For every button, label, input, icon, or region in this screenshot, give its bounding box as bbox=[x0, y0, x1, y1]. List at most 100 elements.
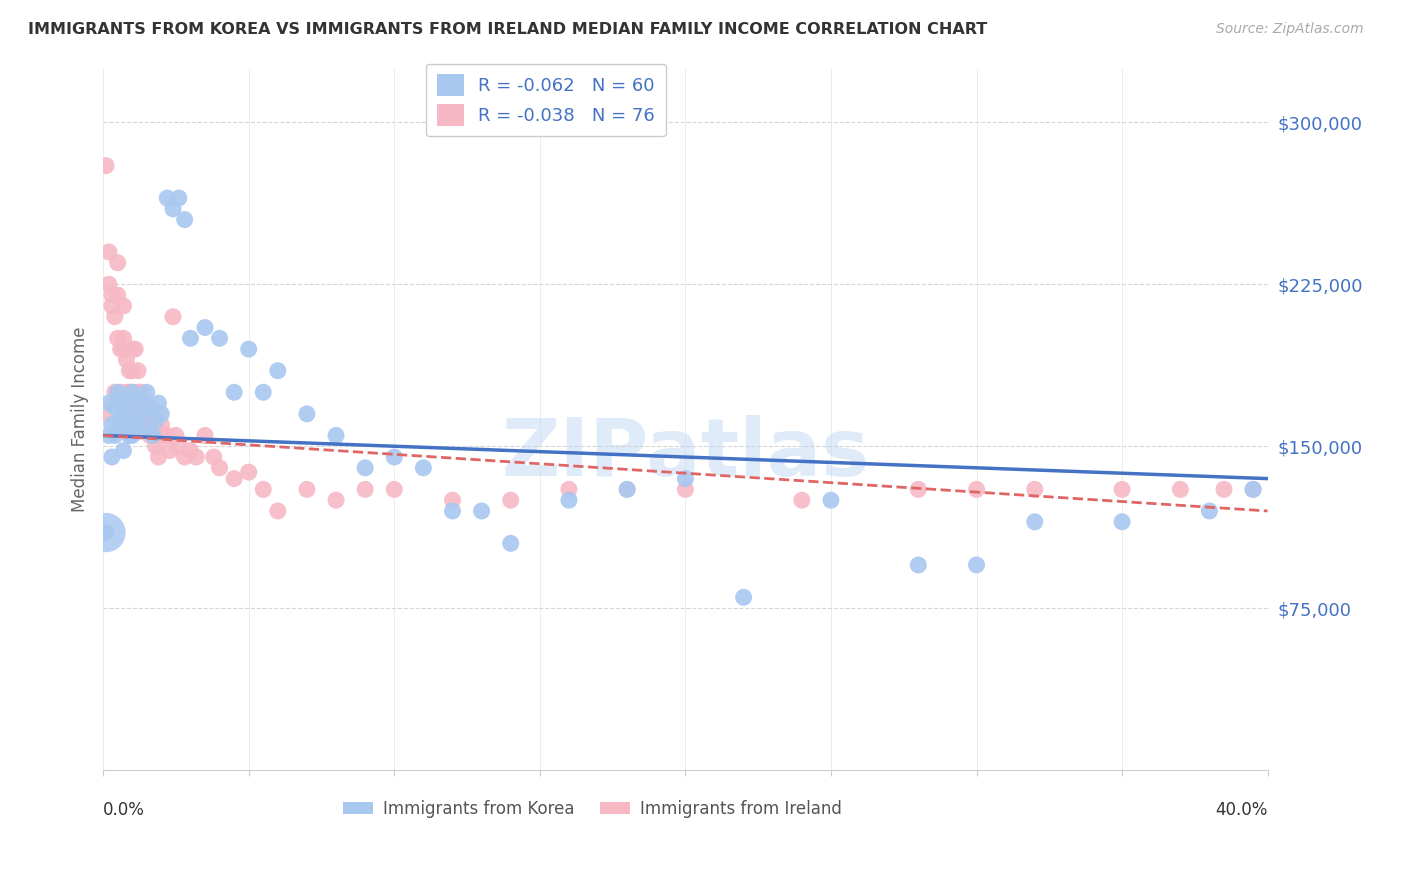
Point bbox=[208, 460, 231, 475]
Point bbox=[107, 422, 129, 436]
Point bbox=[616, 483, 638, 497]
Point bbox=[142, 428, 165, 442]
Point bbox=[616, 483, 638, 497]
Point bbox=[112, 443, 135, 458]
Point bbox=[121, 364, 143, 378]
Point bbox=[124, 417, 146, 432]
Point bbox=[129, 407, 152, 421]
Point bbox=[354, 460, 377, 475]
Point bbox=[94, 525, 117, 540]
Point bbox=[354, 483, 377, 497]
Point bbox=[1024, 515, 1046, 529]
Point bbox=[104, 401, 127, 415]
Point bbox=[1168, 483, 1191, 497]
Point bbox=[194, 428, 217, 442]
Point bbox=[97, 428, 120, 442]
Point bbox=[127, 392, 149, 406]
Point bbox=[127, 364, 149, 378]
Point bbox=[186, 450, 208, 464]
Point bbox=[97, 277, 120, 292]
Point bbox=[441, 493, 464, 508]
Point bbox=[820, 493, 842, 508]
Point bbox=[238, 342, 260, 356]
Point bbox=[115, 407, 138, 421]
Point bbox=[110, 342, 132, 356]
Point bbox=[135, 385, 157, 400]
Point bbox=[124, 342, 146, 356]
Point bbox=[267, 504, 290, 518]
Point bbox=[202, 450, 225, 464]
Point bbox=[162, 310, 184, 324]
Point bbox=[97, 244, 120, 259]
Point bbox=[790, 493, 813, 508]
Point bbox=[499, 493, 522, 508]
Point bbox=[135, 407, 157, 421]
Point bbox=[382, 450, 405, 464]
Point bbox=[150, 417, 173, 432]
Point bbox=[499, 536, 522, 550]
Point bbox=[382, 483, 405, 497]
Point bbox=[153, 428, 176, 442]
Point bbox=[179, 331, 201, 345]
Point bbox=[1213, 483, 1236, 497]
Point bbox=[118, 385, 141, 400]
Point bbox=[115, 385, 138, 400]
Point bbox=[107, 331, 129, 345]
Point bbox=[1111, 483, 1133, 497]
Point bbox=[112, 299, 135, 313]
Point bbox=[148, 450, 170, 464]
Point bbox=[252, 385, 274, 400]
Point bbox=[1241, 483, 1264, 497]
Point bbox=[471, 504, 494, 518]
Point bbox=[121, 385, 143, 400]
Point bbox=[138, 401, 160, 415]
Point bbox=[558, 483, 581, 497]
Point bbox=[194, 320, 217, 334]
Point bbox=[104, 385, 127, 400]
Point bbox=[118, 396, 141, 410]
Point bbox=[412, 460, 434, 475]
Point bbox=[295, 407, 318, 421]
Legend: Immigrants from Korea, Immigrants from Ireland: Immigrants from Korea, Immigrants from I… bbox=[336, 794, 848, 825]
Point bbox=[673, 472, 696, 486]
Point bbox=[101, 450, 124, 464]
Point bbox=[156, 428, 179, 442]
Point bbox=[167, 439, 190, 453]
Point bbox=[132, 396, 155, 410]
Point bbox=[110, 385, 132, 400]
Text: 0.0%: 0.0% bbox=[103, 800, 145, 819]
Point bbox=[127, 385, 149, 400]
Point bbox=[156, 191, 179, 205]
Point bbox=[208, 331, 231, 345]
Point bbox=[966, 558, 988, 572]
Point bbox=[115, 417, 138, 432]
Point bbox=[145, 439, 167, 453]
Point bbox=[159, 443, 181, 458]
Point bbox=[148, 396, 170, 410]
Point bbox=[107, 385, 129, 400]
Point bbox=[101, 417, 124, 432]
Point bbox=[179, 443, 201, 458]
Point bbox=[224, 472, 246, 486]
Point bbox=[325, 428, 347, 442]
Point bbox=[165, 428, 187, 442]
Point bbox=[94, 407, 117, 421]
Point bbox=[110, 413, 132, 427]
Point bbox=[224, 385, 246, 400]
Point bbox=[673, 483, 696, 497]
Point bbox=[129, 407, 152, 421]
Point bbox=[173, 450, 195, 464]
Point bbox=[138, 401, 160, 415]
Point bbox=[118, 428, 141, 442]
Point bbox=[94, 159, 117, 173]
Point bbox=[173, 212, 195, 227]
Point bbox=[138, 428, 160, 442]
Point bbox=[101, 288, 124, 302]
Point bbox=[252, 483, 274, 497]
Point bbox=[145, 417, 167, 432]
Point bbox=[167, 191, 190, 205]
Point bbox=[101, 299, 124, 313]
Point bbox=[129, 385, 152, 400]
Point bbox=[162, 202, 184, 216]
Point bbox=[1241, 483, 1264, 497]
